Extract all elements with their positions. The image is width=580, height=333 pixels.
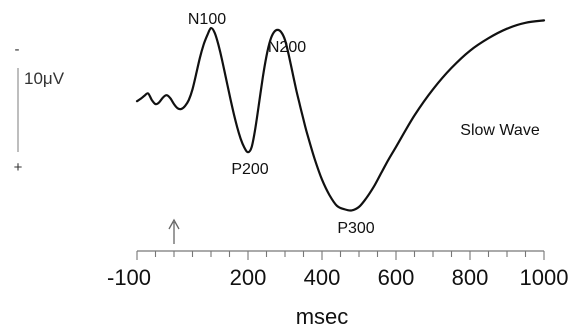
scale-label: 10μV [24, 69, 65, 88]
annotation-p300: P300 [337, 220, 374, 237]
scale-bar: - 10μV + [14, 41, 65, 176]
stimulus-onset-arrow [168, 218, 180, 244]
x-axis-ticks [136, 251, 545, 260]
x-tick-label: 400 [304, 265, 341, 290]
x-tick-label: 200 [230, 265, 267, 290]
x-axis-title: msec [296, 304, 349, 329]
annotation-p200: P200 [231, 161, 268, 178]
annotation-n200: N200 [268, 39, 306, 56]
annotation-slow-wave: Slow Wave [460, 122, 540, 139]
x-axis-tick-labels: -100 200 400 600 800 1000 [107, 265, 568, 290]
x-tick-label: -100 [107, 265, 151, 290]
scale-positive-sign: + [14, 159, 23, 176]
x-tick-label: 1000 [520, 265, 569, 290]
onset-arrow-head [168, 218, 180, 230]
x-tick-label: 800 [452, 265, 489, 290]
annotation-n100: N100 [188, 11, 226, 28]
x-tick-label: 600 [378, 265, 415, 290]
erp-waveform [135, 19, 546, 212]
scale-negative-sign: - [15, 41, 20, 58]
